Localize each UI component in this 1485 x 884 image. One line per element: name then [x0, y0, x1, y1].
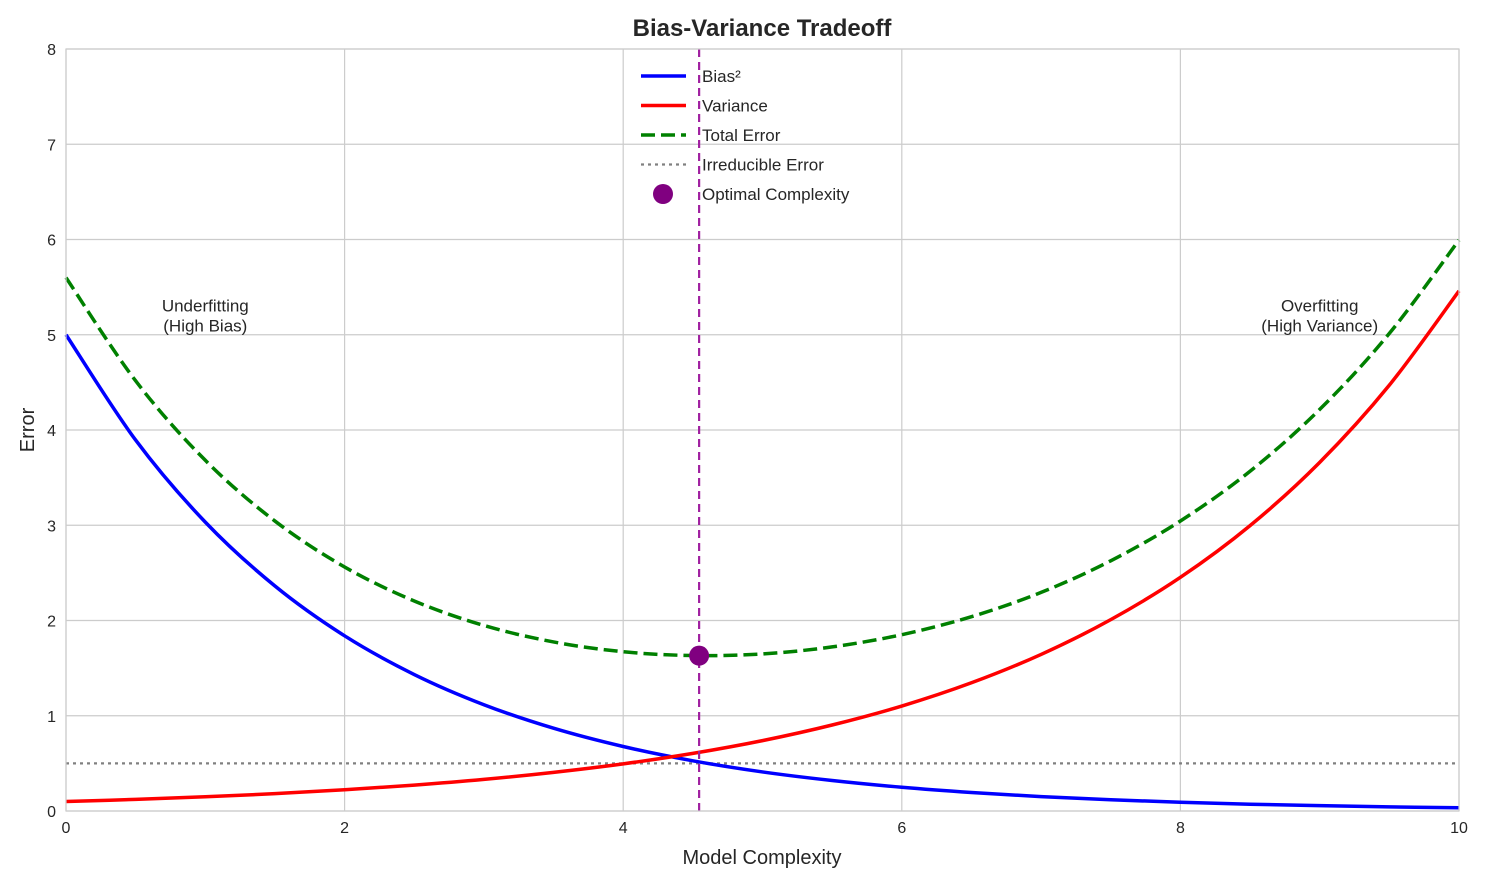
legend-label: Irreducible Error	[702, 156, 824, 175]
y-tick-label: 1	[47, 709, 56, 726]
x-tick-label: 6	[897, 820, 906, 837]
x-axis-label: Model Complexity	[683, 847, 842, 869]
y-tick-label: 2	[47, 614, 56, 631]
annotation: Underfitting (High Bias)	[162, 297, 249, 336]
y-axis-label: Error	[17, 407, 39, 452]
y-tick-label: 5	[47, 328, 56, 345]
y-tick-label: 0	[47, 804, 56, 821]
annotation-line: (High Variance)	[1261, 317, 1378, 336]
annotation-line: Overfitting	[1281, 297, 1358, 316]
x-tick-label: 8	[1176, 820, 1185, 837]
y-tick-label: 7	[47, 137, 56, 154]
y-tick-label: 4	[47, 423, 56, 440]
y-tick-label: 3	[47, 518, 56, 535]
x-tick-label: 10	[1450, 820, 1468, 837]
annotation-line: Underfitting	[162, 297, 249, 316]
y-tick-label: 8	[47, 42, 56, 59]
x-tick-label: 4	[619, 820, 628, 837]
legend: Bias² Variance Total Error Irreducible Erro…	[641, 67, 850, 204]
optimal-point	[689, 645, 710, 666]
legend-label: Variance	[702, 97, 768, 116]
y-tick-label: 6	[47, 233, 56, 250]
legend-label: Total Error	[702, 126, 781, 145]
x-tick-label: 2	[340, 820, 349, 837]
legend-label: Bias²	[702, 67, 741, 86]
legend-label: Optimal Complexity	[702, 185, 850, 204]
series-line-bias-	[64, 333, 1460, 810]
annotation-line: (High Bias)	[163, 317, 247, 336]
x-tick-label: 0	[62, 820, 71, 837]
series-line-variance	[65, 289, 1461, 804]
chart-title: Bias-Variance Tradeoff	[633, 15, 893, 42]
annotation: Overfitting (High Variance)	[1261, 297, 1378, 336]
legend-marker	[653, 184, 673, 204]
plot-frame	[65, 48, 1460, 812]
series-line-total-error	[64, 239, 1461, 658]
